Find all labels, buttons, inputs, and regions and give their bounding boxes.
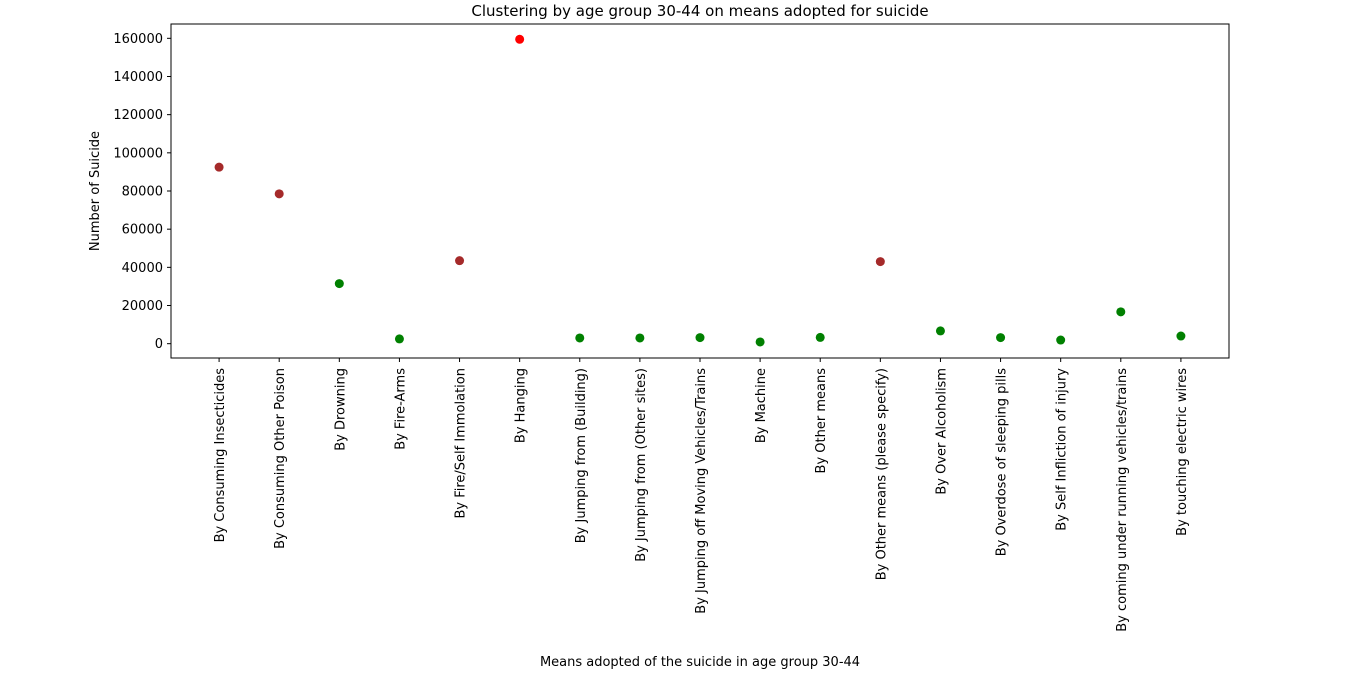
x-tick-label: By Machine bbox=[754, 368, 769, 443]
x-axis-label: Means adopted of the suicide in age grou… bbox=[540, 655, 860, 670]
x-tick-label: By touching electric wires bbox=[1175, 368, 1190, 536]
y-tick-label: 80000 bbox=[122, 185, 163, 200]
y-tick-label: 0 bbox=[155, 337, 163, 352]
chart-title: Clustering by age group 30-44 on means a… bbox=[471, 2, 928, 20]
x-tick-label: By Jumping from (Building) bbox=[574, 368, 589, 543]
x-tick-label: By Self Infliction of injury bbox=[1055, 368, 1070, 531]
data-point bbox=[1176, 331, 1186, 341]
data-point bbox=[515, 34, 525, 44]
x-tick-label: By Overdose of sleeping pills bbox=[995, 368, 1010, 557]
data-point bbox=[334, 279, 344, 289]
x-tick-label: By Other means (please specify) bbox=[874, 368, 889, 580]
data-point bbox=[935, 326, 945, 336]
data-point bbox=[274, 189, 284, 199]
y-tick-label: 140000 bbox=[113, 70, 163, 85]
data-point bbox=[755, 337, 765, 347]
y-tick-label: 20000 bbox=[122, 299, 163, 314]
y-tick-label: 120000 bbox=[113, 108, 163, 123]
x-tick-label: By Jumping off Moving Vehicles/Trains bbox=[694, 368, 709, 614]
x-tick-label: By coming under running vehicles/trains bbox=[1115, 368, 1130, 632]
plot-frame bbox=[170, 23, 1230, 359]
data-point bbox=[394, 334, 404, 344]
x-tick-label: By Fire/Self Immolation bbox=[454, 368, 469, 519]
y-tick-label: 160000 bbox=[113, 32, 163, 47]
x-tick-label: By Hanging bbox=[514, 368, 529, 443]
data-point bbox=[575, 333, 585, 343]
y-axis-label: Number of Suicide bbox=[88, 131, 103, 251]
x-tick-label: By Fire-Arms bbox=[393, 368, 408, 450]
x-tick-label: By Over Alcoholism bbox=[934, 368, 949, 495]
y-tick-label: 40000 bbox=[122, 261, 163, 276]
data-point bbox=[635, 333, 645, 343]
data-point bbox=[1056, 335, 1066, 345]
x-tick-label: By Other means bbox=[814, 368, 829, 474]
plot-area: 0 20000 40000 60000 80000 100000 120000 140000 1… bbox=[113, 23, 1230, 632]
data-point bbox=[875, 257, 885, 267]
x-tick-label: By Jumping from (Other sites) bbox=[634, 368, 649, 562]
data-point bbox=[996, 333, 1006, 343]
data-point bbox=[1116, 307, 1126, 317]
data-point bbox=[214, 162, 224, 172]
data-point bbox=[815, 332, 825, 342]
x-tick-label: By Drowning bbox=[333, 368, 348, 451]
data-point bbox=[455, 256, 465, 266]
y-tick-label: 60000 bbox=[122, 223, 163, 238]
data-point bbox=[695, 333, 705, 343]
x-tick-label: By Consuming Other Poison bbox=[273, 368, 288, 549]
y-tick-label: 100000 bbox=[113, 146, 163, 161]
x-tick-label: By Consuming Insecticides bbox=[213, 368, 228, 543]
